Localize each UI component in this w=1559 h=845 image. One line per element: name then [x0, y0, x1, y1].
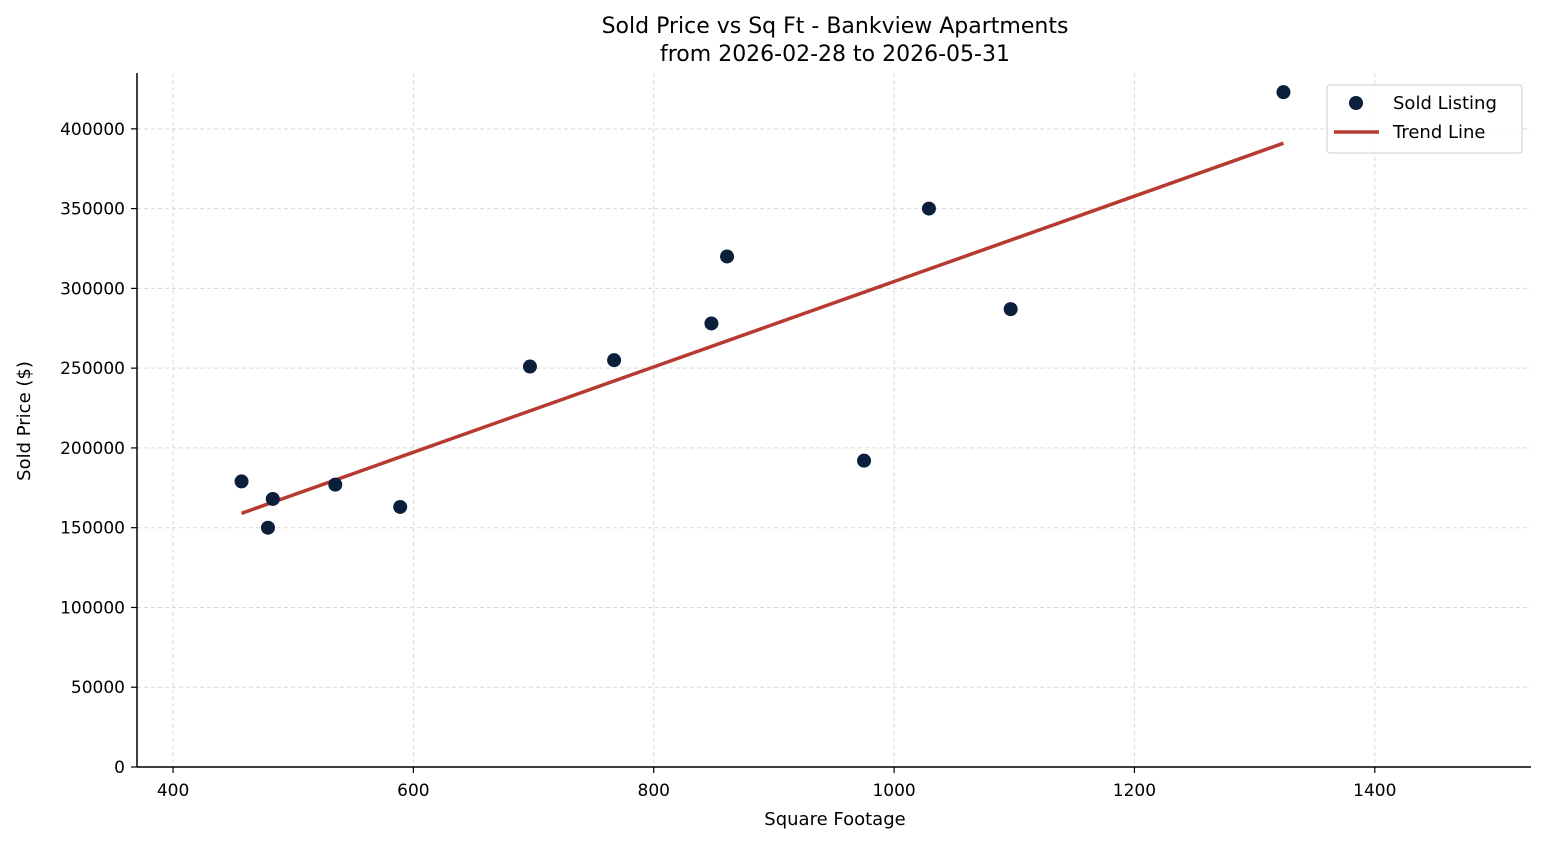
- y-tick-label: 150000: [60, 519, 125, 539]
- points-layer: [234, 85, 1291, 535]
- legend: Sold Listing Trend Line: [1326, 84, 1523, 154]
- x-tick-label: 1000: [872, 781, 915, 801]
- legend-label-trend-line: Trend Line: [1392, 122, 1486, 143]
- data-point: [265, 491, 280, 506]
- y-tick-label: 250000: [60, 359, 125, 379]
- x-tick-label: 400: [157, 781, 189, 801]
- data-point: [1003, 302, 1018, 317]
- x-axis-label: Square Footage: [764, 809, 905, 830]
- legend-box: [1326, 84, 1523, 154]
- legend-label-sold-listing: Sold Listing: [1393, 93, 1497, 114]
- x-tick-label: 800: [638, 781, 670, 801]
- data-point: [260, 520, 275, 535]
- grid: [137, 73, 1531, 768]
- y-tick-label: 350000: [60, 200, 125, 220]
- data-point: [704, 316, 719, 331]
- x-tick-label: 1200: [1113, 781, 1156, 801]
- trend-line-layer: [240, 141, 1285, 515]
- data-point: [1276, 85, 1291, 100]
- data-point: [857, 453, 872, 468]
- data-point: [328, 477, 343, 492]
- y-tick-label: 0: [114, 758, 125, 778]
- y-tick-label: 100000: [60, 598, 125, 618]
- y-tick-label: 200000: [60, 439, 125, 459]
- trend-line: [240, 141, 1285, 515]
- data-point: [234, 474, 249, 489]
- y-tick-label: 400000: [60, 120, 125, 140]
- chart-subtitle: from 2026-02-28 to 2026-05-31: [660, 42, 1010, 67]
- x-tick-label: 1400: [1353, 781, 1396, 801]
- x-tick-label: 600: [397, 781, 429, 801]
- data-point: [607, 353, 622, 368]
- data-point: [393, 499, 408, 514]
- y-tick-label: 300000: [60, 279, 125, 299]
- y-tick-label: 50000: [71, 678, 125, 698]
- axes: 400 600 800 1000 1200 1400 0 50000 100000 150000 2…: [60, 73, 1531, 801]
- data-point: [522, 359, 537, 374]
- data-point: [921, 201, 936, 216]
- chart-title: Sold Price vs Sq Ft - Bankview Apartment…: [602, 14, 1069, 39]
- y-axis-label: Sold Price ($): [14, 361, 35, 481]
- data-point: [720, 249, 735, 264]
- legend-marker-sold-listing: [1349, 96, 1363, 110]
